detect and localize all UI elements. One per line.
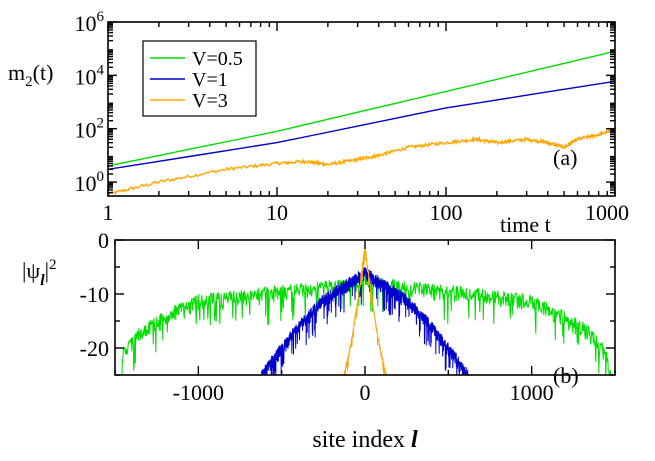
- x-axis-label-a: time t: [500, 212, 551, 237]
- series-line-a-0: [108, 50, 615, 167]
- x-tick-label-b: 0: [360, 380, 371, 405]
- x-tick-label-b: 1000: [510, 380, 554, 405]
- x-tick-label-a: 100: [430, 200, 463, 225]
- y-tick-label-b: -20: [80, 336, 109, 361]
- panel-label-a: (a): [553, 145, 577, 170]
- legend: V=0.5V=1V=3: [142, 40, 257, 117]
- x-tick-label-b: -1000: [173, 380, 224, 405]
- legend-entry: V=1: [192, 69, 228, 91]
- series-line-b-2: [343, 246, 387, 375]
- panel-label-b: (b): [553, 363, 579, 388]
- y-axis-label-a: m2(t): [8, 60, 53, 90]
- panel-a: 1 10 100 1000 100 102 104 106 m2(t) time t (a) V=0.…: [8, 9, 629, 237]
- y-axis-label-b: |ψl|2: [22, 257, 57, 289]
- series-line-a-1: [108, 80, 615, 170]
- series-line-a-2: [108, 127, 615, 196]
- y-tick-label-a: 102: [75, 116, 105, 143]
- series-line-b-1: [258, 267, 470, 375]
- legend-entry: V=0.5: [192, 48, 243, 70]
- y-tick-label-a: 106: [75, 9, 105, 36]
- legend-entry: V=3: [192, 90, 228, 112]
- y-tick-label-b: -10: [80, 282, 109, 307]
- y-tick-label-a: 104: [75, 62, 105, 89]
- panel-a-frame: [107, 21, 616, 197]
- x-tick-label-a: 1000: [585, 200, 629, 225]
- y-tick-label-a: 100: [75, 169, 105, 196]
- x-axis-label-b: site index l: [312, 427, 418, 453]
- y-tick-label-b: 0: [98, 228, 109, 253]
- panel-b: -1000 0 1000 0 -10 -20 |ψl|2 site index l (b): [22, 228, 616, 453]
- x-tick-label-a: 10: [266, 200, 288, 225]
- x-tick-label-a: 1: [103, 200, 114, 225]
